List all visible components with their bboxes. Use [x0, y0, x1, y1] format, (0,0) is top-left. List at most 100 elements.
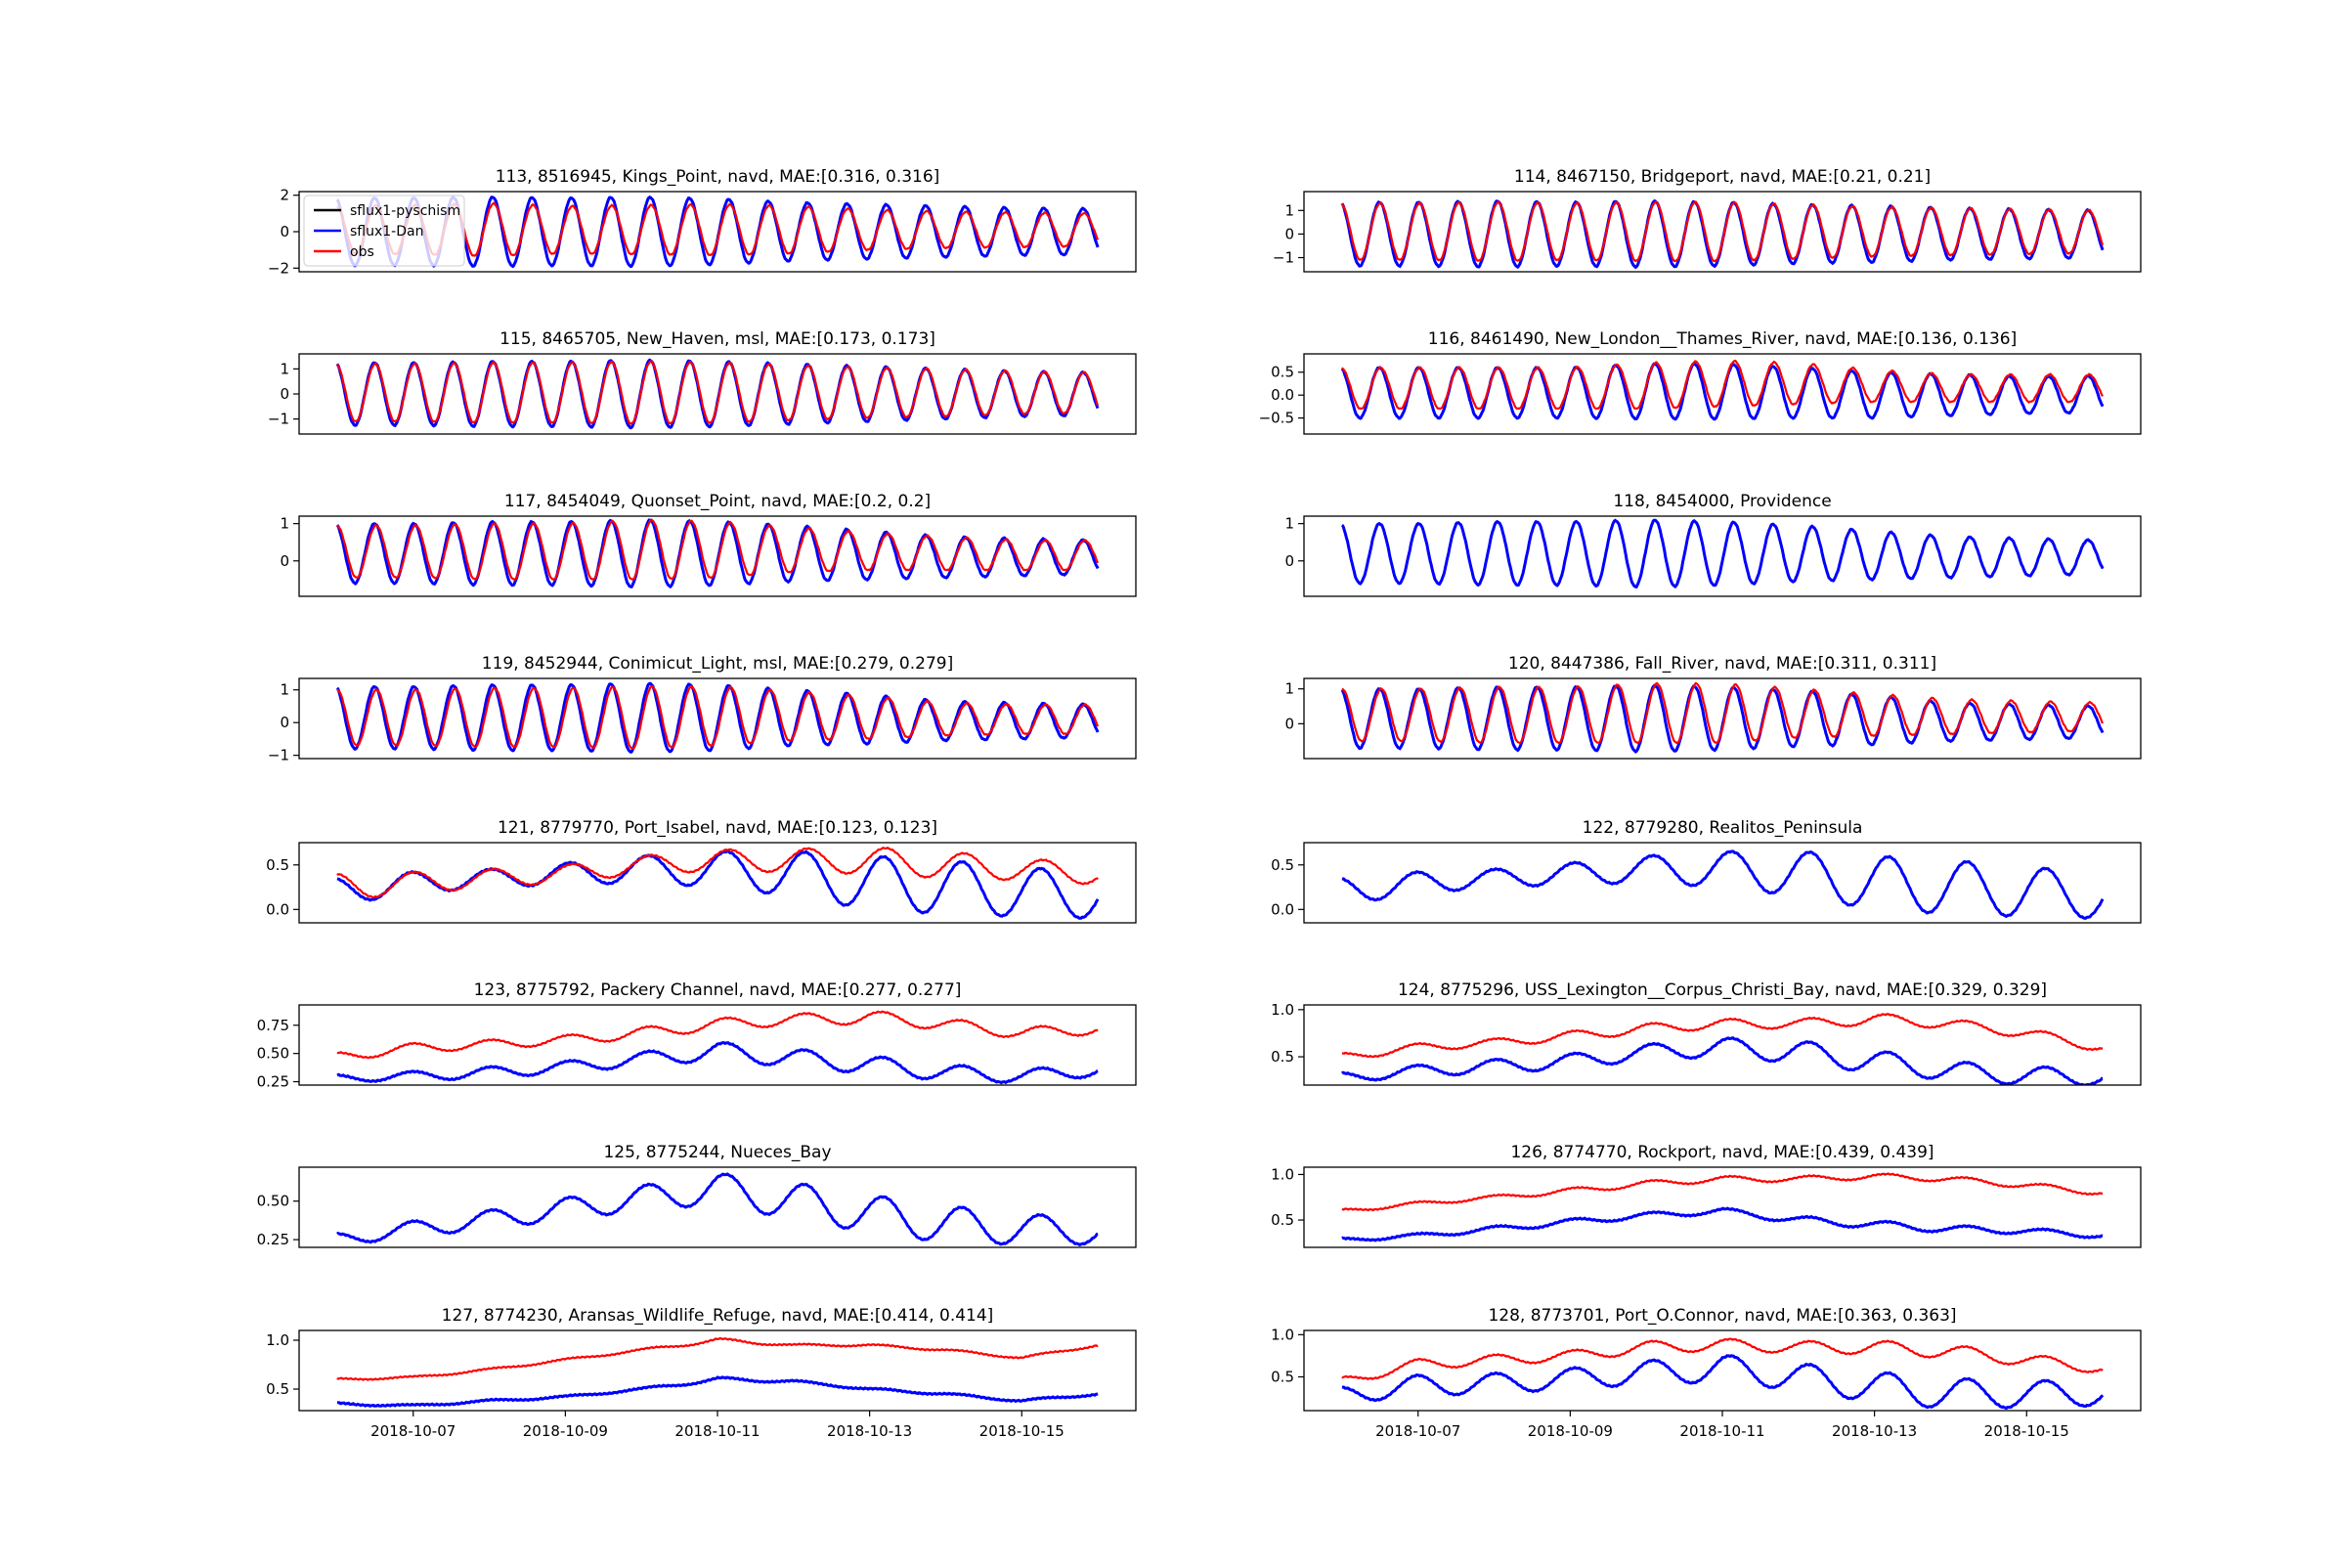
- subplot-7: 119, 8452944, Conimicut_Light, msl, MAE:…: [268, 654, 1137, 764]
- legend-label: sflux1-Dan: [350, 224, 423, 240]
- subplot-title: 126, 8774770, Rockport, navd, MAE:[0.439…: [1510, 1143, 1933, 1162]
- y-tick-label: 1.0: [1271, 1165, 1294, 1183]
- y-tick-label: 0.0: [266, 900, 289, 918]
- x-tick-label: 2018-10-09: [523, 1422, 608, 1440]
- subplot-5: 117, 8454049, Quonset_Point, navd, MAE:[…: [280, 492, 1137, 597]
- series-line-sflux1-Dan: [1340, 198, 2105, 270]
- y-tick-label: 0.5: [266, 1380, 289, 1398]
- y-tick-label: 1.0: [1271, 1326, 1294, 1343]
- series-line-sflux1-Dan: [1341, 518, 2105, 589]
- x-tick-label: 2018-10-07: [370, 1422, 456, 1440]
- series-line-obs: [1341, 1172, 2104, 1212]
- series-line-obs: [336, 518, 1100, 582]
- y-tick-label: 0.5: [1271, 1368, 1294, 1385]
- legend-label: sflux1-pyschism: [350, 203, 460, 219]
- series-line-sflux1-Dan: [1341, 849, 2105, 920]
- y-tick-label: 0.5: [1271, 1211, 1294, 1229]
- axes-frame: [298, 677, 1137, 760]
- y-tick-label: 0: [1284, 552, 1294, 570]
- y-tick-label: 0.5: [1271, 1048, 1294, 1066]
- y-tick-label: 0.5: [1271, 856, 1294, 874]
- y-tick-label: 0: [1284, 225, 1294, 242]
- subplot-1: 113, 8516945, Kings_Point, navd, MAE:[0.…: [268, 167, 1137, 277]
- subplot-4: 116, 8461490, New_London__Thames_River, …: [1259, 329, 2142, 435]
- axes-frame: [298, 191, 1137, 273]
- y-tick-label: 1.0: [1271, 1001, 1294, 1019]
- subplot-title: 117, 8454049, Quonset_Point, navd, MAE:[…: [504, 492, 931, 511]
- series-line-sflux1-Dan: [335, 681, 1100, 754]
- y-tick-label: 0.75: [257, 1017, 289, 1034]
- y-tick-label: 1: [1284, 515, 1294, 533]
- subplot-title: 121, 8779770, Port_Isabel, navd, MAE:[0.…: [498, 818, 937, 838]
- axes-frame: [1303, 842, 2142, 924]
- subplot-title: 113, 8516945, Kings_Point, navd, MAE:[0.…: [496, 167, 940, 187]
- subplot-12: 124, 8775296, USS_Lexington__Corpus_Chri…: [1271, 980, 2142, 1086]
- y-tick-label: −0.5: [1259, 410, 1294, 427]
- axes-frame: [1303, 677, 2142, 760]
- series-line-sflux1-Dan: [1341, 1206, 2104, 1242]
- subplot-title: 116, 8461490, New_London__Thames_River, …: [1428, 329, 2018, 349]
- axes-frame: [1303, 1004, 2142, 1086]
- axes-frame: [1303, 1329, 2142, 1412]
- subplot-14: 126, 8774770, Rockport, navd, MAE:[0.439…: [1271, 1143, 2142, 1248]
- y-tick-label: 0.25: [257, 1073, 289, 1091]
- subplot-title: 128, 8773701, Port_O.Connor, navd, MAE:[…: [1488, 1306, 1956, 1326]
- series-line-sflux1-Dan: [1340, 362, 2105, 421]
- y-tick-label: 0.25: [257, 1231, 289, 1248]
- subplot-title: 124, 8775296, USS_Lexington__Corpus_Chri…: [1398, 980, 2047, 1000]
- y-tick-label: −1: [268, 411, 289, 428]
- series-line-obs: [336, 846, 1099, 898]
- series-line-sflux1-Dan: [336, 1375, 1099, 1408]
- y-tick-label: 1: [280, 515, 289, 533]
- y-tick-label: 0.50: [257, 1193, 289, 1210]
- subplot-16: 128, 8773701, Port_O.Connor, navd, MAE:[…: [1271, 1306, 2142, 1440]
- series-line-obs: [336, 1010, 1099, 1060]
- x-tick-label: 2018-10-13: [827, 1422, 912, 1440]
- subplot-title: 125, 8775244, Nueces_Bay: [603, 1143, 831, 1162]
- legend-label: obs: [350, 244, 374, 260]
- subplot-title: 119, 8452944, Conimicut_Light, msl, MAE:…: [482, 654, 953, 674]
- y-tick-label: 0: [280, 223, 289, 240]
- y-tick-label: −2: [268, 259, 289, 277]
- x-tick-label: 2018-10-11: [674, 1422, 760, 1440]
- x-tick-label: 2018-10-07: [1375, 1422, 1460, 1440]
- y-tick-label: 0: [280, 552, 289, 570]
- y-tick-label: 2: [280, 187, 289, 204]
- y-tick-label: 0.5: [266, 856, 289, 874]
- subplot-title: 127, 8774230, Aransas_Wildlife_Refuge, n…: [442, 1306, 994, 1326]
- axes-frame: [1303, 353, 2142, 435]
- axes-frame: [298, 842, 1137, 924]
- series-line-obs: [336, 684, 1100, 751]
- x-tick-label: 2018-10-09: [1528, 1422, 1613, 1440]
- y-tick-label: 1: [280, 681, 289, 699]
- subplot-9: 121, 8779770, Port_Isabel, navd, MAE:[0.…: [266, 818, 1137, 924]
- subplot-title: 123, 8775792, Packery Channel, navd, MAE…: [474, 980, 962, 1000]
- y-tick-label: 1.0: [266, 1331, 289, 1349]
- series-line-obs: [335, 360, 1100, 425]
- axes-frame: [1303, 191, 2142, 273]
- series-line-sflux1-Dan: [335, 1172, 1099, 1247]
- y-tick-label: 1: [1284, 201, 1294, 219]
- subplot-title: 114, 8467150, Bridgeport, navd, MAE:[0.2…: [1514, 167, 1931, 187]
- y-tick-label: 0.50: [257, 1045, 289, 1063]
- subplot-title: 120, 8447386, Fall_River, navd, MAE:[0.3…: [1508, 654, 1936, 674]
- series-line-sflux1-Dan: [1341, 1036, 2104, 1085]
- series-line-sflux1-Dan: [336, 849, 1100, 920]
- y-tick-label: 1: [280, 360, 289, 377]
- axes-frame: [298, 353, 1137, 435]
- x-tick-label: 2018-10-11: [1679, 1422, 1764, 1440]
- y-tick-label: 0: [1284, 715, 1294, 732]
- axes-frame: [298, 1166, 1137, 1248]
- subplot-title: 118, 8454000, Providence: [1613, 492, 1831, 511]
- legend: sflux1-pyschism sflux1-Dan obs: [303, 195, 465, 267]
- series-line-obs: [1341, 1337, 2104, 1381]
- y-tick-label: 1: [1284, 680, 1294, 698]
- y-tick-label: 0: [280, 385, 289, 403]
- axes-frame: [298, 1329, 1137, 1412]
- series-line-sflux1-Dan: [336, 1040, 1099, 1085]
- subplot-6: 118, 8454000, Providence 0 1: [1284, 492, 2142, 597]
- y-tick-label: 0.0: [1271, 900, 1294, 918]
- subplot-10: 122, 8779280, Realitos_Peninsula 0.0 0.5: [1271, 818, 2142, 924]
- legend-box: [303, 195, 465, 267]
